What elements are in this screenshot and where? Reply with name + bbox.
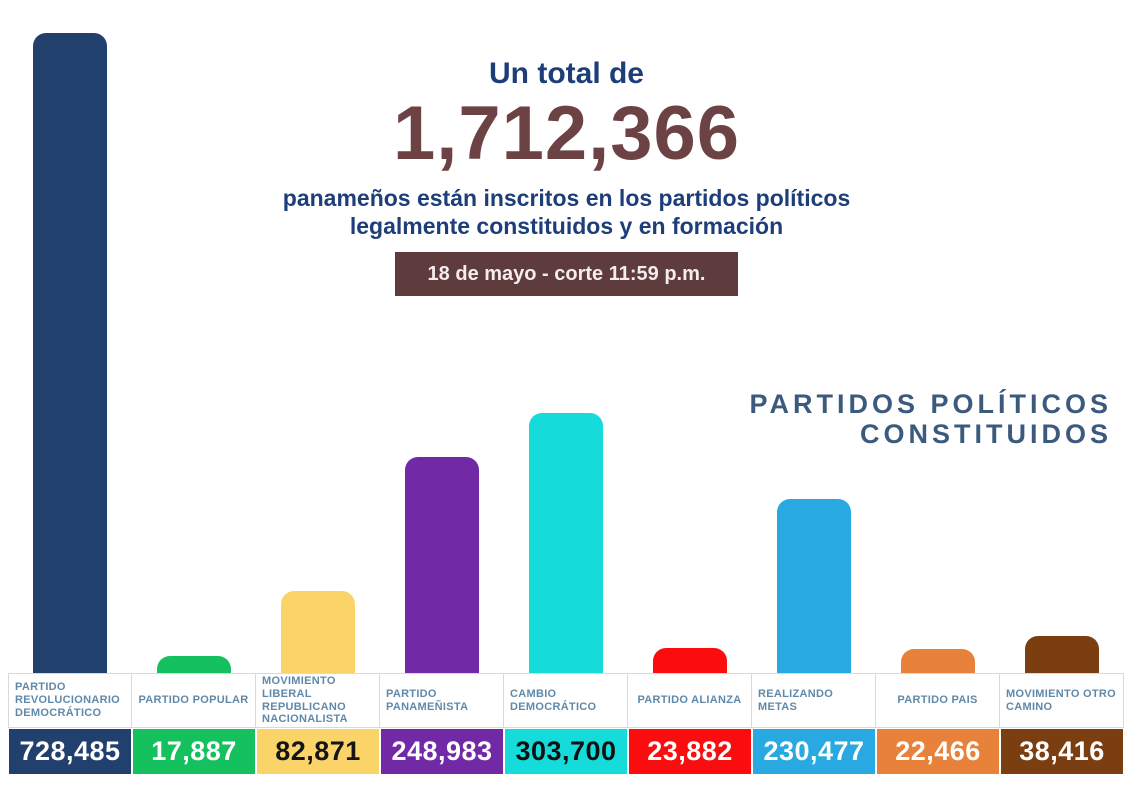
bar — [777, 499, 851, 673]
bar-area — [8, 33, 132, 673]
subtitle-line-1: panameños están inscritos en los partido… — [282, 185, 851, 211]
section-title-line-2: CONSTITUIDOS — [859, 419, 1112, 449]
category-label-cell: PARTIDO ALIANZA — [628, 673, 752, 728]
chart-column: REALIZANDO METAS 230,477 — [752, 33, 876, 774]
section-title: PARTIDOS POLÍTICOS CONSTITUIDOS — [749, 389, 1112, 449]
chart-column: PARTIDO REVOLUCIONARIO DEMOCRÁTICO 728,4… — [8, 33, 132, 774]
value-cell: 23,882 — [629, 729, 751, 774]
bar — [157, 656, 231, 673]
value-cell: 22,466 — [877, 729, 999, 774]
date-badge: 18 de mayo - corte 11:59 p.m. — [394, 252, 739, 296]
category-label: PARTIDO PANAMEÑISTA — [386, 687, 469, 713]
category-label-cell: PARTIDO REVOLUCIONARIO DEMOCRÁTICO — [8, 673, 132, 728]
bar-area — [256, 33, 380, 673]
chart-column: MOVIMIENTO LIBERAL REPUBLICANO NACIONALI… — [256, 33, 380, 774]
category-label: PARTIDO ALIANZA — [637, 694, 742, 707]
category-label-cell: REALIZANDO METAS — [752, 673, 876, 728]
bar — [33, 33, 107, 673]
chart-column: PARTIDO POPULAR 17,887 — [132, 33, 256, 774]
bar-area — [752, 33, 876, 673]
chart-columns: PARTIDO REVOLUCIONARIO DEMOCRÁTICO 728,4… — [8, 33, 1124, 774]
chart-column: MOVIMIENTO OTRO CAMINO 38,416 — [1000, 33, 1124, 774]
category-label: PARTIDO POPULAR — [138, 694, 249, 707]
category-label-cell: CAMBIO DEMOCRÁTICO — [504, 673, 628, 728]
category-label: CAMBIO DEMOCRÁTICO — [510, 687, 597, 713]
bar-area — [504, 33, 628, 673]
bar — [281, 591, 355, 673]
total-number: 1,712,366 — [392, 91, 741, 176]
section-title-line-1: PARTIDOS POLÍTICOS — [749, 389, 1112, 419]
header-subtitle: panameños están inscritos en los partido… — [0, 185, 1133, 240]
bar — [1025, 636, 1099, 673]
value-cell: 38,416 — [1001, 729, 1123, 774]
chart-column: PARTIDO ALIANZA 23,882 — [628, 33, 752, 774]
category-label: REALIZANDO METAS — [758, 687, 834, 713]
category-label: MOVIMIENTO LIBERAL REPUBLICANO NACIONALI… — [262, 674, 348, 726]
header-intro: Un total de — [489, 57, 644, 90]
category-label: PARTIDO REVOLUCIONARIO DEMOCRÁTICO — [15, 681, 121, 719]
value-cell: 303,700 — [505, 729, 627, 774]
subtitle-line-2: legalmente constituidos y en formación — [349, 212, 784, 239]
bar-area — [132, 33, 256, 673]
category-label-cell: PARTIDO PANAMEÑISTA — [380, 673, 504, 728]
bar — [405, 457, 479, 673]
bar — [901, 649, 975, 673]
category-label-cell: MOVIMIENTO LIBERAL REPUBLICANO NACIONALI… — [256, 673, 380, 728]
value-cell: 728,485 — [9, 729, 131, 774]
category-label: MOVIMIENTO OTRO CAMINO — [1006, 687, 1117, 713]
bar — [529, 413, 603, 673]
category-label: PARTIDO PAIS — [897, 694, 978, 707]
value-cell: 230,477 — [753, 729, 875, 774]
bar-area — [628, 33, 752, 673]
value-cell: 17,887 — [133, 729, 255, 774]
bar-area — [380, 33, 504, 673]
chart-column: PARTIDO PANAMEÑISTA 248,983 — [380, 33, 504, 774]
header: Un total de 1,712,366 panameños están in… — [0, 57, 1133, 296]
value-cell: 82,871 — [257, 729, 379, 774]
category-label-cell: MOVIMIENTO OTRO CAMINO — [1000, 673, 1124, 728]
bar-area — [1000, 33, 1124, 673]
chart-column: PARTIDO PAIS 22,466 — [876, 33, 1000, 774]
bar-chart: PARTIDO REVOLUCIONARIO DEMOCRÁTICO 728,4… — [8, 33, 1124, 774]
category-label-cell: PARTIDO PAIS — [876, 673, 1000, 728]
value-cell: 248,983 — [381, 729, 503, 774]
category-label-cell: PARTIDO POPULAR — [132, 673, 256, 728]
bar — [653, 648, 727, 673]
bar-area — [876, 33, 1000, 673]
chart-column: CAMBIO DEMOCRÁTICO 303,700 — [504, 33, 628, 774]
